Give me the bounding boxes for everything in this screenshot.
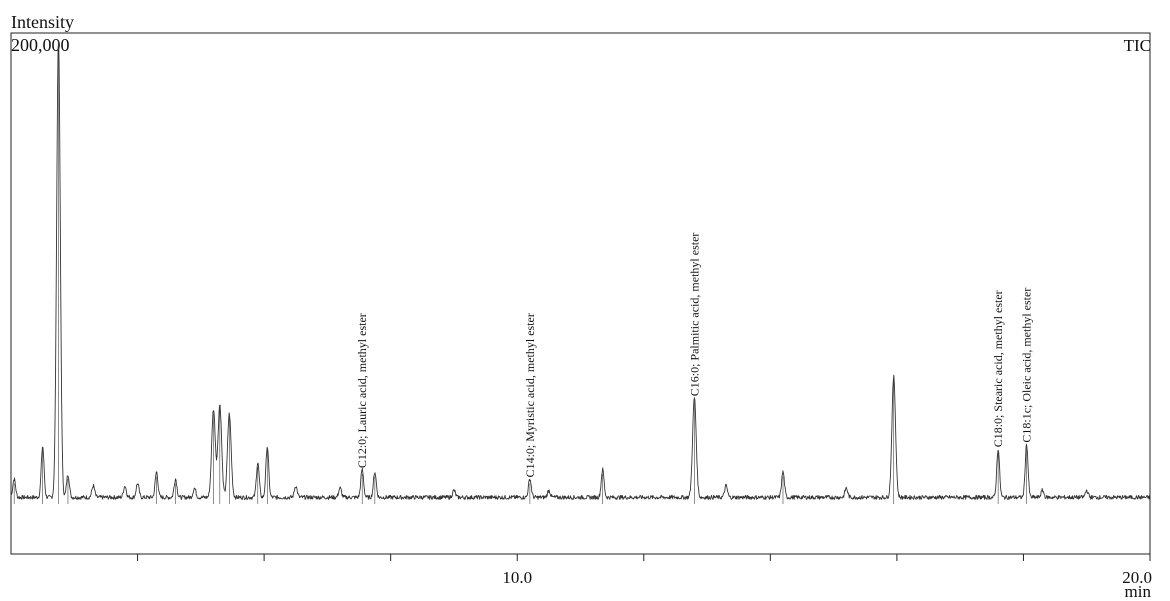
y-max-label: 200,000: [11, 35, 70, 55]
peak-label: C18:0; Stearic acid, methyl ester: [991, 290, 1005, 447]
trace-label: TIC: [1124, 36, 1151, 55]
plot-frame: [10, 32, 1151, 555]
x-unit-label: min: [1125, 582, 1152, 601]
peak-labels: C12:0; Lauric acid, methyl ester C14:0; M…: [355, 233, 1033, 478]
y-axis-label: Intensity: [11, 12, 74, 32]
peak-label: C18:1c; Oleic acid, methyl ester: [1020, 288, 1034, 443]
tic-trace: [10, 40, 1151, 500]
peak-label: C12:0; Lauric acid, methyl ester: [355, 313, 369, 468]
peak-label: C16:0; Palmitic acid, methyl ester: [687, 233, 701, 397]
x-tick-label: 20.0: [1122, 568, 1152, 587]
x-axis-ticks: 10.0 20.0: [137, 554, 1152, 587]
peak-label: C14:0; Myristic acid, methyl ester: [523, 313, 537, 477]
peak-markers: [13, 42, 1027, 504]
x-tick-label: 10.0: [502, 568, 532, 587]
